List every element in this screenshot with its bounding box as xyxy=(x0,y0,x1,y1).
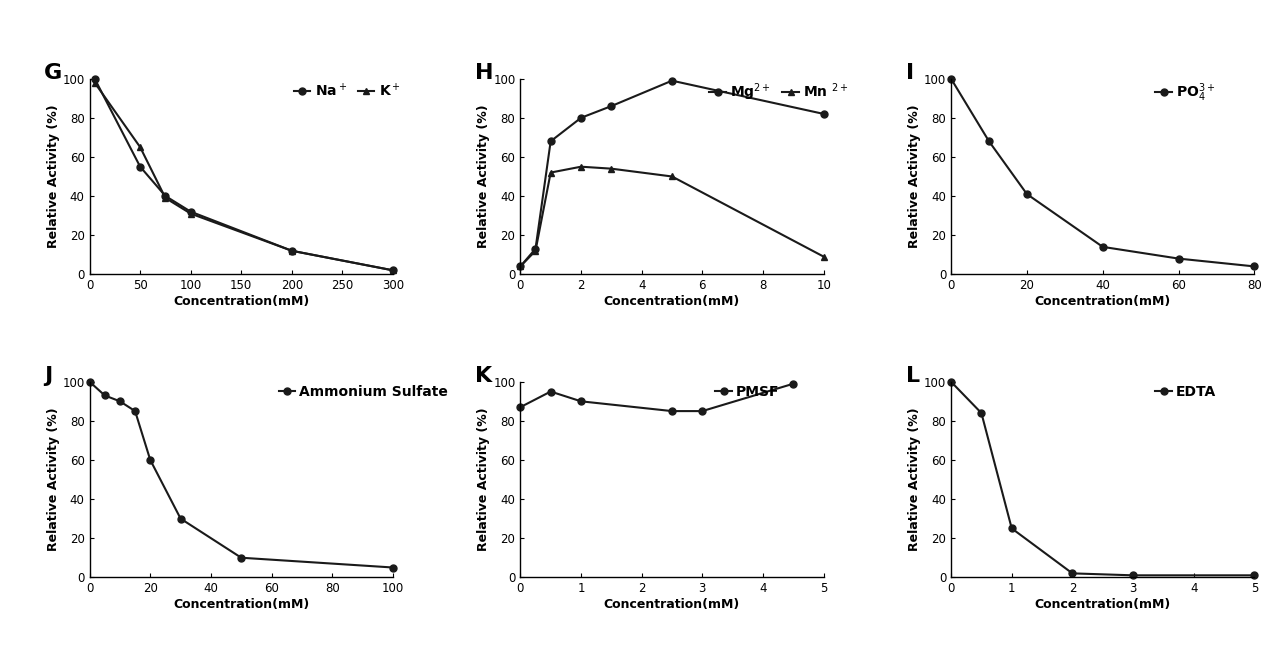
Text: I: I xyxy=(905,63,914,83)
Text: J: J xyxy=(44,366,52,386)
X-axis label: Concentration(mM): Concentration(mM) xyxy=(173,295,310,308)
Text: G: G xyxy=(44,63,63,83)
X-axis label: Concentration(mM): Concentration(mM) xyxy=(604,598,740,611)
Y-axis label: Relative Activity (%): Relative Activity (%) xyxy=(477,408,490,551)
Text: H: H xyxy=(475,63,493,83)
Text: K: K xyxy=(475,366,492,386)
Legend: EDTA: EDTA xyxy=(1155,385,1216,399)
Legend: Ammonium Sulfate: Ammonium Sulfate xyxy=(279,385,448,399)
Legend: PMSF: PMSF xyxy=(716,385,780,399)
Legend: Mg$^{2+}$, Mn $^{2+}$: Mg$^{2+}$, Mn $^{2+}$ xyxy=(709,82,849,104)
Y-axis label: Relative Activity (%): Relative Activity (%) xyxy=(909,105,922,248)
Y-axis label: Relative Activity (%): Relative Activity (%) xyxy=(46,105,60,248)
X-axis label: Concentration(mM): Concentration(mM) xyxy=(1034,295,1171,308)
Legend: Na$^+$, K$^+$: Na$^+$, K$^+$ xyxy=(293,82,401,99)
X-axis label: Concentration(mM): Concentration(mM) xyxy=(604,295,740,308)
Y-axis label: Relative Activity (%): Relative Activity (%) xyxy=(46,408,60,551)
Y-axis label: Relative Activity (%): Relative Activity (%) xyxy=(477,105,490,248)
X-axis label: Concentration(mM): Concentration(mM) xyxy=(173,598,310,611)
X-axis label: Concentration(mM): Concentration(mM) xyxy=(1034,598,1171,611)
Legend: PO$_4^{3+}$: PO$_4^{3+}$ xyxy=(1155,82,1215,104)
Y-axis label: Relative Activity (%): Relative Activity (%) xyxy=(909,408,922,551)
Text: L: L xyxy=(905,366,920,386)
